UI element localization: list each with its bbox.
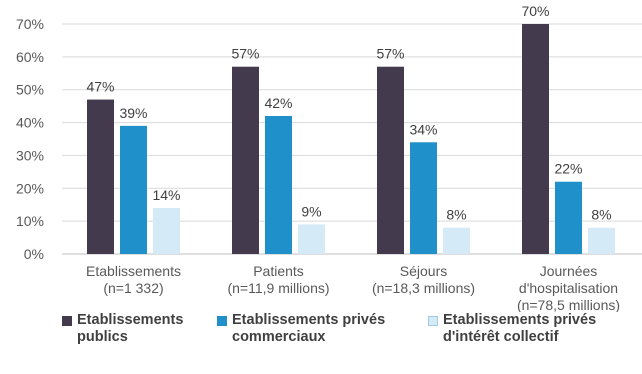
- data-label: 22%: [554, 161, 582, 177]
- y-tick-label: 20%: [16, 180, 44, 196]
- data-label: 57%: [231, 46, 259, 62]
- legend-label: Etablissements publics: [77, 312, 183, 346]
- legend-label-line: commerciaux: [232, 329, 326, 345]
- data-label: 57%: [376, 46, 404, 62]
- legend-label-line: Etablissements: [77, 312, 184, 328]
- data-label: 8%: [446, 207, 466, 223]
- y-tick-label: 40%: [16, 115, 44, 131]
- bars: [87, 24, 615, 254]
- x-tick-label: (n=18,3 millions): [372, 280, 475, 296]
- legend-swatch: [62, 316, 72, 326]
- x-tick-label: Etablissements: [86, 263, 181, 279]
- data-label: 14%: [152, 187, 180, 203]
- data-label: 70%: [521, 3, 549, 19]
- data-label: 8%: [591, 207, 611, 223]
- data-label: 34%: [409, 121, 437, 137]
- x-tick-label: (n=1 332): [103, 280, 163, 296]
- legend-item: Etablissements privés d'intérêt collectif: [428, 312, 596, 346]
- data-label: 39%: [119, 105, 147, 121]
- legend-label-line: publics: [77, 329, 128, 345]
- legend-item: Etablissements publics: [62, 312, 183, 346]
- bar: [522, 24, 549, 254]
- y-tick-label: 60%: [16, 49, 44, 65]
- bar: [555, 181, 582, 254]
- data-labels: 47% 57% 57% 70% 39% 42% 34% 22% 14% 9% 8% 8%: [86, 3, 611, 223]
- legend-label-line: d'intérêt collectif: [443, 329, 559, 345]
- gridlines: [62, 23, 642, 255]
- legend-label-line: Etablissements privés: [443, 312, 597, 328]
- y-tick-label: 10%: [16, 213, 44, 229]
- bar: [265, 116, 292, 254]
- bar: [87, 99, 114, 254]
- bar: [120, 125, 147, 254]
- bar: [298, 224, 325, 254]
- data-label: 9%: [301, 203, 321, 219]
- y-tick-label: 70%: [16, 16, 44, 32]
- bar: [588, 227, 615, 254]
- legend-label: Etablissements privés commerciaux: [232, 312, 385, 346]
- legend-label-line: Etablissements privés: [232, 312, 386, 328]
- x-tick-label: (n=78,5 millions): [517, 297, 620, 312]
- bar: [153, 208, 180, 254]
- x-axis: Etablissements(n=1 332) Patients(n=11,9 m…: [86, 263, 620, 312]
- legend-swatch: [428, 316, 438, 326]
- bar: [443, 227, 470, 254]
- x-tick-label: Patients: [253, 263, 304, 279]
- bar-chart: 0%10%20%30%40%50%60%70% 47%57% 57%70%39%4…: [16, 3, 642, 312]
- x-tick-label: d'hospitalisation: [519, 280, 618, 296]
- y-tick-label: 30%: [16, 147, 44, 163]
- bar: [377, 66, 404, 254]
- legend: Etablissements publics Etablissements priv…: [0, 312, 642, 374]
- legend-label: Etablissements privés d'intérêt collectif: [443, 312, 596, 346]
- x-tick-label: Journées: [540, 263, 598, 279]
- legend-swatch: [217, 316, 227, 326]
- y-tick-label: 0%: [24, 246, 44, 262]
- legend-item: Etablissements privés commerciaux: [217, 312, 385, 346]
- data-label: 42%: [264, 95, 292, 111]
- y-tick-label: 50%: [16, 82, 44, 98]
- y-axis: 0% 10% 20% 30% 40% 50% 60% 70%: [16, 16, 44, 262]
- x-tick-label: Séjours: [400, 263, 447, 279]
- bar: [232, 66, 259, 254]
- x-tick-label: (n=11,9 millions): [227, 280, 329, 296]
- data-label: 47%: [86, 79, 114, 95]
- bar: [410, 142, 437, 254]
